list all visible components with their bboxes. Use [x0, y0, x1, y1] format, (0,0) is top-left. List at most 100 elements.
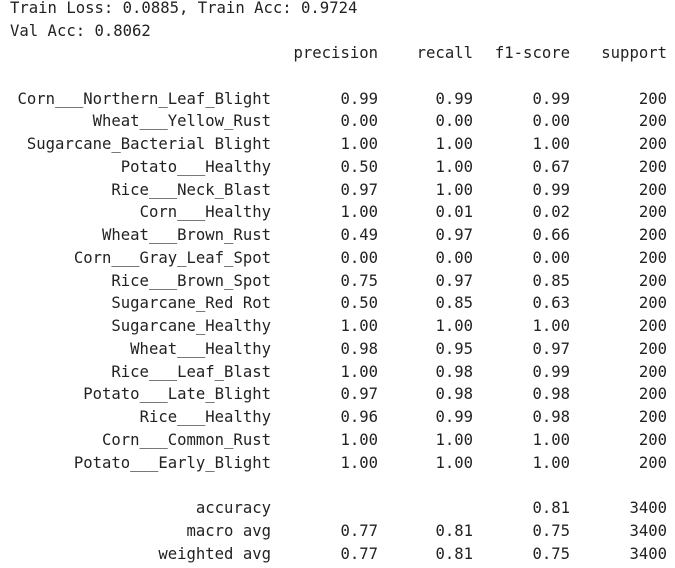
cell-f1-score: 0.00 [532, 248, 570, 267]
cell-label: Corn___Healthy [139, 203, 271, 222]
cell-label: Potato___Late_Blight [83, 385, 271, 404]
cell-recall: 1.00 [435, 157, 473, 176]
cell-label: Rice___Brown_Spot [111, 271, 271, 290]
table-row: Potato___Early_Blight 1.00 1.00 1.00 200 [0, 452, 675, 475]
table-row: Corn___Common_Rust 1.00 1.00 1.00 200 [0, 429, 675, 452]
cell-support: 200 [638, 203, 667, 222]
cell-support: 200 [638, 248, 667, 267]
cell-label: Rice___Neck_Blast [111, 180, 271, 199]
cell-f1-score: 0.02 [532, 203, 570, 222]
cell-f1-score: 1.00 [532, 430, 570, 449]
summary-row: accuracy 0.81 3400 [0, 497, 675, 520]
cell-f1-score: 0.99 [532, 89, 570, 108]
cell-f1-score: 0.97 [532, 339, 570, 358]
cell-label: Corn___Gray_Leaf_Spot [73, 248, 271, 267]
cell-f1-score: 0.99 [532, 362, 570, 381]
cell-support: 200 [638, 226, 667, 244]
cell-label: Sugarcane_Healthy [111, 317, 271, 335]
cell-precision: 1.00 [340, 135, 378, 153]
cell-support: 200 [638, 294, 667, 313]
report-header-row: precision recall f1-score support [0, 42, 675, 65]
cell-recall: 0.98 [435, 362, 473, 381]
cell-label: Wheat___Yellow_Rust [92, 112, 271, 131]
cell-f1-score: 0.66 [532, 226, 570, 244]
table-row: Wheat___Brown_Rust 0.49 0.97 0.66 200 [0, 224, 675, 247]
cell-recall: 0.99 [435, 89, 473, 108]
cell-support: 200 [638, 271, 667, 290]
table-row: Corn___Gray_Leaf_Spot 0.00 0.00 0.00 200 [0, 247, 675, 270]
cell-recall: 0.99 [435, 408, 473, 426]
cell-f1-score: 0.75 [532, 521, 570, 540]
cell-precision: 0.50 [340, 157, 378, 176]
cell-precision: 1.00 [340, 362, 378, 381]
cell-precision: 0.75 [340, 271, 378, 290]
cell-f1-score: 0.81 [532, 499, 570, 517]
cell-f1-score: 0.75 [532, 544, 570, 563]
cell-precision: 0.96 [340, 408, 378, 426]
train-metrics-line: Train Loss: 0.0885, Train Acc: 0.9724 [10, 0, 358, 17]
cell-recall: 0.00 [435, 248, 473, 267]
cell-label: macro avg [186, 521, 272, 540]
summary-row: macro avg 0.77 0.81 0.75 3400 [0, 520, 675, 543]
cell-label: Wheat___Brown_Rust [102, 226, 271, 244]
header-support: support [601, 44, 667, 62]
cell-recall: 1.00 [435, 453, 473, 472]
cell-label: Potato___Early_Blight [73, 453, 271, 472]
cell-precision: 0.99 [340, 89, 378, 108]
table-row: Wheat___Yellow_Rust 0.00 0.00 0.00 200 [0, 110, 675, 133]
cell-f1-score: 0.67 [532, 157, 570, 176]
cell-f1-score: 0.98 [532, 385, 570, 404]
cell-label: Corn___Common_Rust [102, 430, 271, 449]
cell-precision: 0.00 [340, 248, 378, 267]
cell-f1-score: 0.85 [532, 271, 570, 290]
cell-support: 200 [638, 180, 667, 199]
cell-label: Corn___Northern_Leaf_Blight [17, 89, 271, 108]
cell-support: 3400 [629, 544, 667, 563]
cell-f1-score: 0.63 [532, 294, 570, 313]
cell-support: 200 [638, 362, 667, 381]
table-row: Rice___Neck_Blast 0.97 1.00 0.99 200 [0, 179, 675, 202]
header-recall: recall [416, 44, 473, 62]
cell-f1-score: 1.00 [532, 453, 570, 472]
cell-f1-score: 0.99 [532, 180, 570, 199]
cell-precision: 0.77 [340, 521, 378, 540]
cell-recall: 0.97 [435, 271, 473, 290]
cell-recall: 0.95 [435, 339, 473, 358]
cell-f1-score: 0.00 [532, 112, 570, 131]
cell-recall: 0.81 [435, 544, 473, 563]
cell-precision: 0.00 [340, 112, 378, 131]
cell-support: 3400 [629, 521, 667, 540]
table-row: Sugarcane_Bacterial Blight 1.00 1.00 1.00 20… [0, 133, 675, 156]
table-row: Wheat___Healthy 0.98 0.95 0.97 200 [0, 338, 675, 361]
cell-f1-score: 1.00 [532, 317, 570, 335]
cell-label: Sugarcane_Bacterial Blight [26, 135, 271, 153]
cell-recall: 0.00 [435, 112, 473, 131]
cell-precision: 1.00 [340, 317, 378, 335]
cell-recall: 0.97 [435, 226, 473, 244]
header-f1-score: f1-score [494, 44, 570, 62]
cell-f1-score: 0.98 [532, 408, 570, 426]
cell-recall: 1.00 [435, 135, 473, 153]
cell-precision: 0.77 [340, 544, 378, 563]
cell-support: 200 [638, 112, 667, 131]
cell-support: 200 [638, 89, 667, 108]
cell-f1-score: 1.00 [532, 135, 570, 153]
table-row: Potato___Late_Blight 0.97 0.98 0.98 200 [0, 383, 675, 406]
cell-label: weighted avg [158, 544, 271, 563]
cell-label: Rice___Healthy [139, 408, 271, 426]
cell-precision: 1.00 [340, 430, 378, 449]
table-row: Sugarcane_Healthy 1.00 1.00 1.00 200 [0, 315, 675, 338]
cell-recall: 0.01 [435, 203, 473, 222]
cell-precision: 0.97 [340, 385, 378, 404]
cell-precision: 1.00 [340, 203, 378, 222]
cell-label: accuracy [195, 499, 271, 517]
cell-precision: 0.98 [340, 339, 378, 358]
table-row: Potato___Healthy 0.50 1.00 0.67 200 [0, 156, 675, 179]
cell-support: 200 [638, 385, 667, 404]
header-precision: precision [293, 44, 379, 62]
cell-support: 200 [638, 135, 667, 153]
cell-recall: 1.00 [435, 180, 473, 199]
table-row: Rice___Healthy 0.96 0.99 0.98 200 [0, 406, 675, 429]
cell-precision: 1.00 [340, 453, 378, 472]
